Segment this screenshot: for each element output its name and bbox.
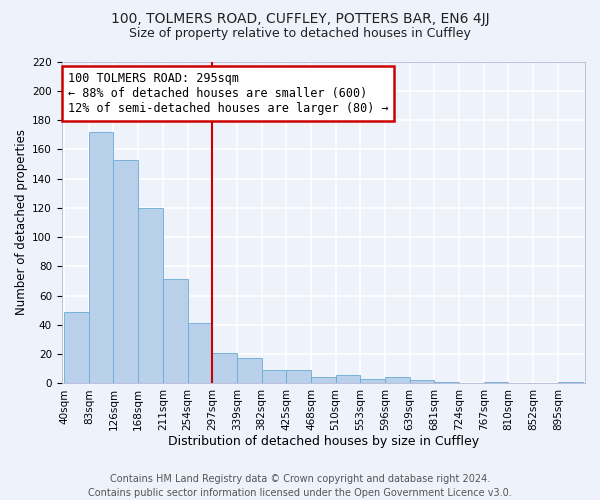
Bar (188, 324, 212, 384)
Text: Contains HM Land Registry data © Crown copyright and database right 2024.
Contai: Contains HM Land Registry data © Crown c… (88, 474, 512, 498)
Bar (335, 374, 361, 384)
Y-axis label: Number of detached properties: Number of detached properties (15, 130, 28, 316)
Text: Size of property relative to detached houses in Cuffley: Size of property relative to detached ho… (129, 28, 471, 40)
Bar (361, 379, 385, 384)
Bar (286, 370, 311, 384)
Bar (163, 280, 188, 384)
Bar (262, 370, 286, 384)
Bar (237, 358, 262, 384)
Text: 100 TOLMERS ROAD: 295sqm
← 88% of detached houses are smaller (600)
12% of semi-: 100 TOLMERS ROAD: 295sqm ← 88% of detach… (68, 72, 388, 114)
Bar (64, 312, 89, 384)
Text: 100, TOLMERS ROAD, CUFFLEY, POTTERS BAR, EN6 4JJ: 100, TOLMERS ROAD, CUFFLEY, POTTERS BAR,… (110, 12, 490, 26)
Bar (138, 208, 163, 384)
Bar (558, 382, 583, 384)
Bar (434, 382, 459, 384)
Bar (311, 378, 335, 384)
Bar (113, 160, 138, 384)
Bar (89, 132, 113, 384)
Bar (410, 380, 434, 384)
Bar (385, 378, 410, 384)
Bar (484, 382, 508, 384)
X-axis label: Distribution of detached houses by size in Cuffley: Distribution of detached houses by size … (168, 434, 479, 448)
Bar (212, 352, 237, 384)
